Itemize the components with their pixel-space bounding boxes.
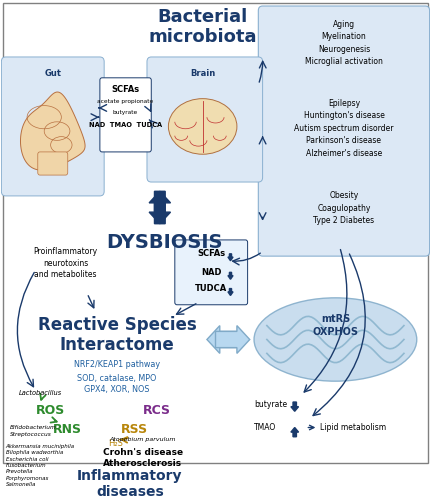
Text: butyrate: butyrate [113, 110, 138, 115]
Text: Brain: Brain [190, 68, 215, 78]
Text: NAD: NAD [200, 268, 221, 276]
FancyBboxPatch shape [38, 152, 68, 175]
Text: Bifidobacterium
Streptococcus: Bifidobacterium Streptococcus [10, 425, 57, 437]
Text: TMAO: TMAO [253, 423, 276, 432]
Text: ROS: ROS [36, 404, 65, 417]
FancyArrow shape [290, 402, 298, 411]
Text: Aging
Myelination
Neurogenesis
Microglial activation: Aging Myelination Neurogenesis Microglia… [304, 20, 382, 66]
Polygon shape [21, 92, 85, 170]
Text: NRF2/KEAP1 pathway: NRF2/KEAP1 pathway [74, 360, 160, 370]
Text: Bacterial
microbiota: Bacterial microbiota [148, 8, 256, 46]
FancyArrow shape [149, 192, 170, 224]
Text: DYSBIOSIS: DYSBIOSIS [106, 233, 222, 252]
Text: Crohn's disease
Atherosclerosis: Crohn's disease Atherosclerosis [102, 448, 182, 468]
Text: acetate propionate: acetate propionate [97, 98, 154, 103]
Ellipse shape [168, 98, 236, 154]
Text: Obesity
Coagulopathy
Type 2 Diabetes: Obesity Coagulopathy Type 2 Diabetes [313, 192, 374, 226]
FancyBboxPatch shape [258, 6, 429, 256]
Text: TUDCA: TUDCA [195, 284, 227, 293]
Text: SOD, catalase, MPO
GPX4, XOR, NOS: SOD, catalase, MPO GPX4, XOR, NOS [77, 374, 157, 394]
Text: SCFAs: SCFAs [197, 249, 225, 258]
Text: Akkermansia muciniphila
Bilophila wadworthia
Escherichia coli
Fusobacterium
Prev: Akkermansia muciniphila Bilophila wadwor… [6, 444, 75, 487]
FancyArrow shape [227, 272, 233, 280]
FancyArrow shape [227, 288, 233, 296]
Text: butyrate: butyrate [253, 400, 286, 408]
FancyArrow shape [290, 428, 298, 437]
FancyBboxPatch shape [1, 57, 104, 196]
FancyBboxPatch shape [147, 57, 262, 182]
Text: Epilepsy
Huntington's disease
Autism spectrum disorder
Parkinson's disease
Alzhe: Epilepsy Huntington's disease Autism spe… [294, 98, 393, 158]
Text: Inflammatory
diseases: Inflammatory diseases [77, 469, 182, 500]
Text: Lipid metabolism: Lipid metabolism [319, 423, 386, 432]
Text: NAD  TMAO  TUDCA: NAD TMAO TUDCA [89, 122, 162, 128]
Text: Atopobium parvulum: Atopobium parvulum [109, 437, 175, 442]
Text: mtRS
OXPHOS: mtRS OXPHOS [312, 314, 358, 337]
FancyBboxPatch shape [100, 78, 151, 152]
Text: Gut: Gut [44, 68, 61, 78]
Text: RCS: RCS [142, 404, 170, 417]
FancyArrow shape [227, 254, 233, 261]
Text: Lactobacillus: Lactobacillus [18, 390, 61, 396]
FancyArrow shape [206, 326, 241, 353]
Text: Reactive Species
Interactome: Reactive Species Interactome [37, 316, 196, 354]
Text: Proinflammatory
neurotoxins
and metabolites: Proinflammatory neurotoxins and metaboli… [34, 247, 98, 280]
Text: H₂S: H₂S [108, 439, 123, 448]
Text: RNS: RNS [52, 423, 82, 436]
Text: SCFAs: SCFAs [111, 85, 139, 94]
Text: RSS: RSS [121, 423, 148, 436]
FancyBboxPatch shape [175, 240, 247, 305]
FancyArrow shape [149, 192, 170, 224]
FancyArrow shape [215, 326, 249, 353]
Ellipse shape [253, 298, 416, 381]
